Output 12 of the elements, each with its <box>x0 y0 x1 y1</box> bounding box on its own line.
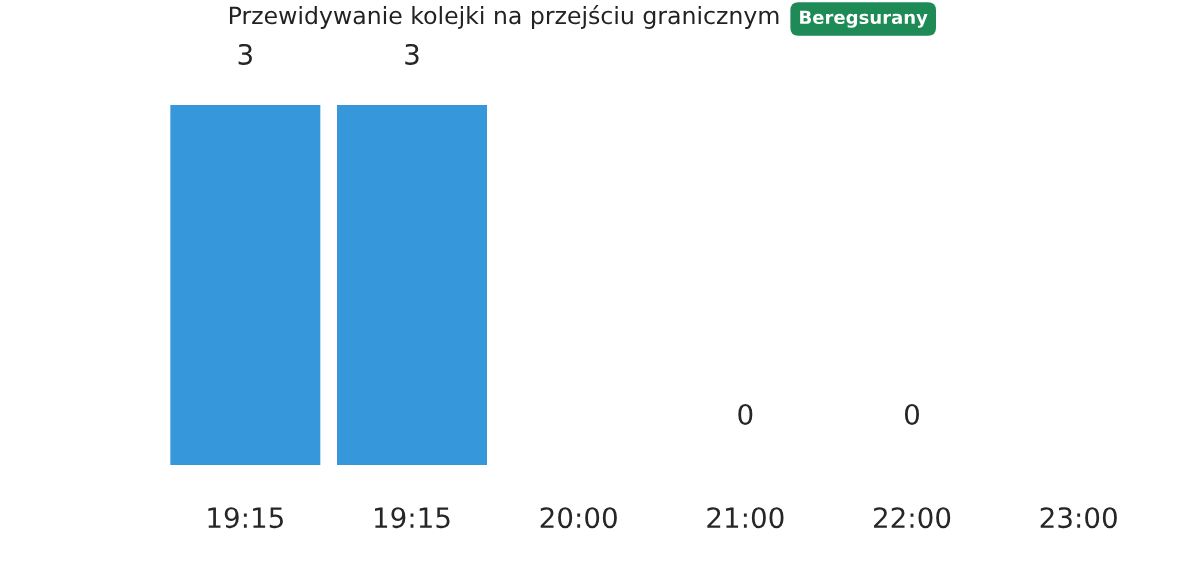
data-label: 0 <box>738 403 753 425</box>
data-label: 0 <box>904 403 919 425</box>
x-tick-label: 19:15 <box>375 507 450 529</box>
data-label: 3 <box>405 43 419 65</box>
chart-subtitle: Beregsurany <box>800 10 928 28</box>
data-label: 3 <box>238 43 252 65</box>
x-tick-label: 22:00 <box>874 507 951 529</box>
x-tick-label: 23:00 <box>1040 507 1117 529</box>
chart-title: Przewidywanie kolejki na przejściu granicznym <box>229 5 779 29</box>
x-tick-label: 20:00 <box>540 507 617 529</box>
x-tick-label: 21:00 <box>707 507 784 529</box>
x-tick-label: 19:15 <box>208 507 283 529</box>
